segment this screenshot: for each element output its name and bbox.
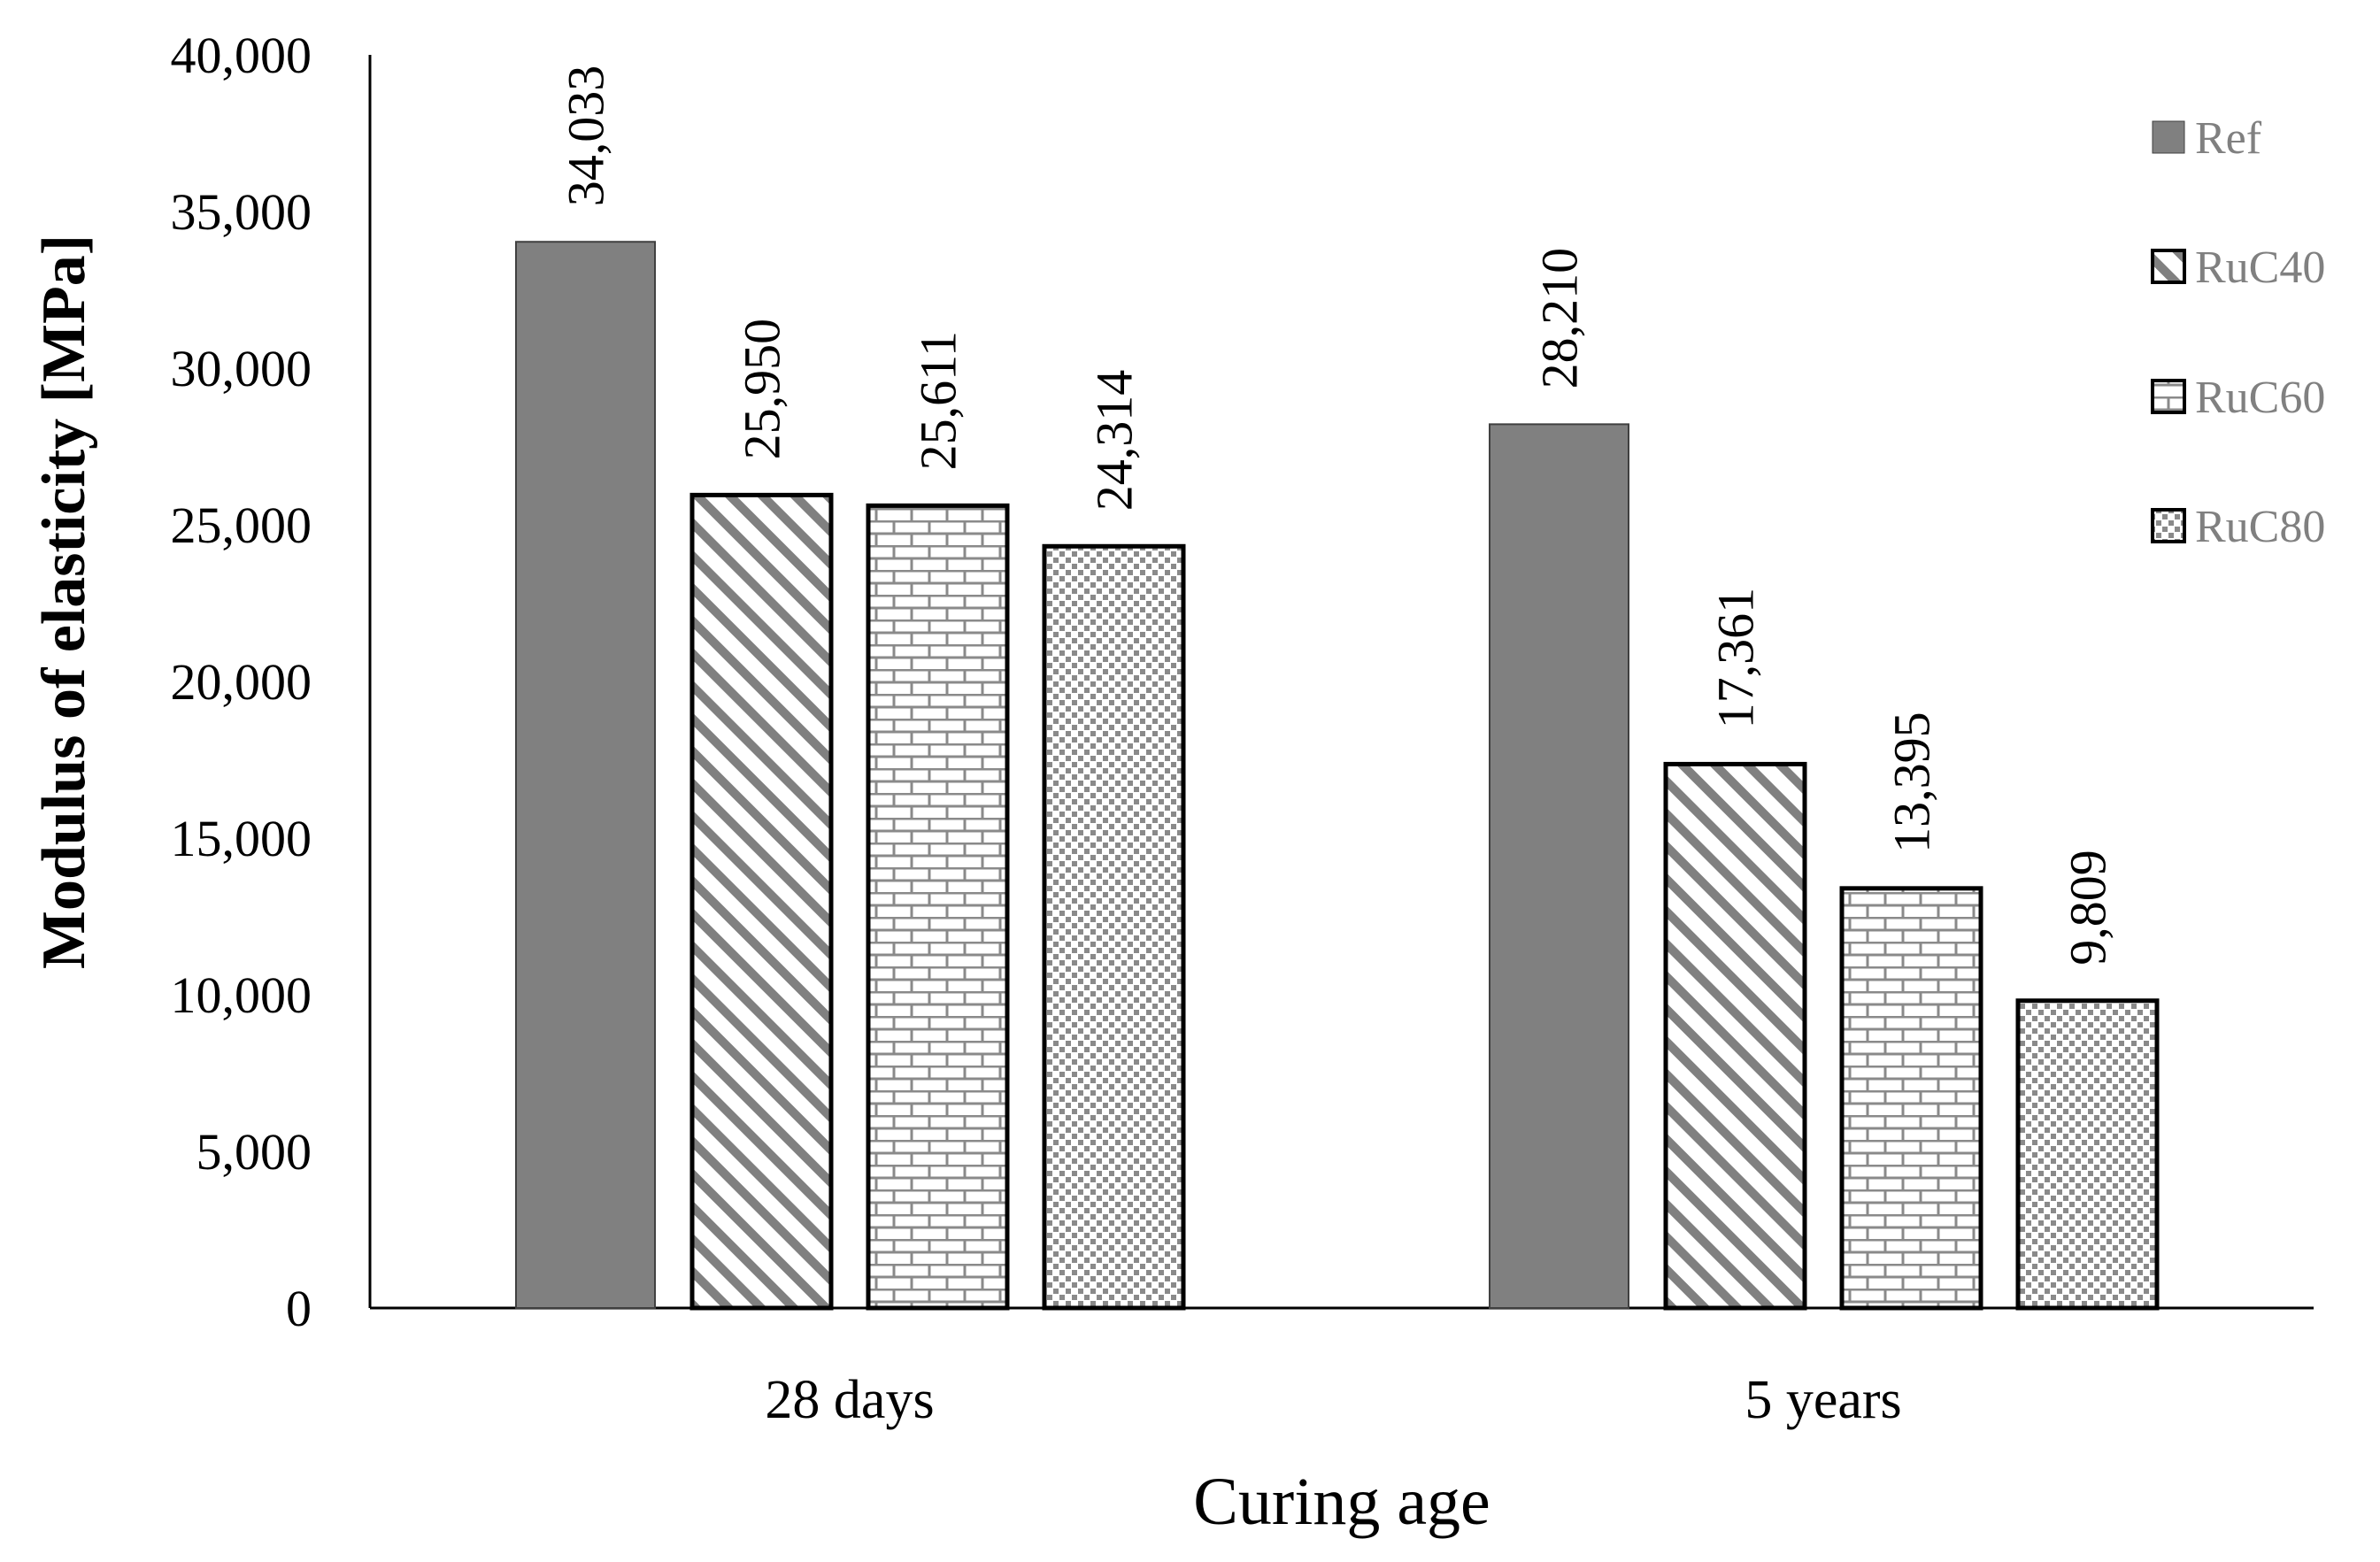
bar-ref-28-days (515, 241, 656, 1309)
legend-label-ref: Ref (2195, 113, 2262, 164)
y-tick-label: 20,000 (171, 653, 312, 711)
y-tick-label: 10,000 (171, 966, 312, 1024)
data-labels: 34,033 25,950 25,611 24,314 28,210 17,361 13,3… (558, 65, 2117, 966)
data-label: 24,314 (1086, 370, 1144, 512)
bar-ruc80-5-years (2015, 998, 2160, 1311)
bar-ruc60-28-days (866, 503, 1010, 1311)
y-axis-ticks: 0 5,000 10,000 15,000 20,000 25,000 30,000 35,0… (171, 27, 312, 1337)
y-tick-label: 15,000 (171, 810, 312, 867)
y-tick-label: 30,000 (171, 340, 312, 397)
bar-ruc60-5-years (1839, 886, 1983, 1311)
legend-swatch-ruc40 (2151, 249, 2186, 284)
data-label: 17,361 (1707, 588, 1765, 729)
bar-ruc40-5-years (1663, 761, 1807, 1311)
y-tick-label: 35,000 (171, 183, 312, 241)
legend-label-ruc60: RuC60 (2195, 373, 2325, 423)
legend-swatch-ruc80 (2151, 508, 2186, 543)
data-label: 25,611 (910, 331, 967, 470)
x-tick-label: 28 days (765, 1370, 934, 1430)
data-label: 9,809 (2060, 850, 2117, 966)
x-axis-title: Curing age (1193, 1465, 1490, 1539)
bar-ruc80-28-days (1042, 543, 1186, 1311)
x-tick-label: 5 years (1745, 1370, 1901, 1430)
data-label: 13,395 (1883, 712, 1941, 853)
x-axis-tick-labels: 28 days 5 years (765, 1370, 1901, 1430)
legend-swatch-ruc60 (2151, 379, 2186, 414)
data-label: 25,950 (734, 319, 791, 460)
y-axis-title: Modulus of elasticity [MPa] (30, 235, 98, 969)
bar-ref-5-years (1489, 423, 1629, 1309)
legend: Ref RuC40 RuC60 RuC80 (2151, 113, 2325, 552)
legend-swatch-ref (2152, 120, 2185, 154)
bar-ruc40-28-days (689, 492, 834, 1311)
bars (515, 241, 2160, 1311)
y-tick-label: 5,000 (196, 1123, 312, 1181)
y-tick-label: 25,000 (171, 496, 312, 554)
legend-label-ruc80: RuC80 (2195, 502, 2325, 552)
legend-label-ruc40: RuC40 (2195, 242, 2325, 293)
data-label: 28,210 (1531, 248, 1589, 389)
y-tick-label: 40,000 (171, 27, 312, 84)
y-tick-label: 0 (286, 1280, 312, 1337)
data-label: 34,033 (558, 65, 615, 207)
